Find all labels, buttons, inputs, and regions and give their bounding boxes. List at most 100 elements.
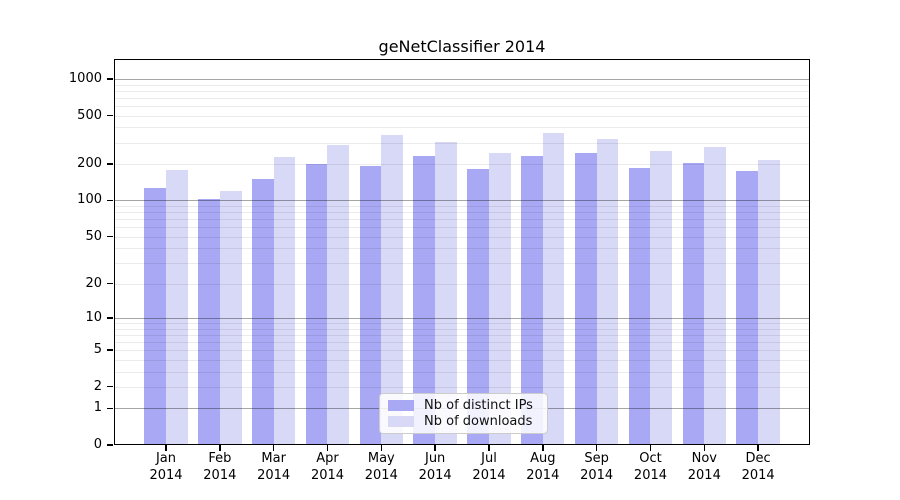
legend-label-distinct-ips: Nb of distinct IPs — [424, 398, 533, 414]
gridline-minor — [114, 359, 810, 361]
chart-title: geNetClassifier 2014 — [378, 37, 546, 56]
gridline-minor — [114, 341, 810, 343]
gridline-minor — [114, 90, 810, 92]
bar-distinct-ips — [574, 153, 597, 445]
gridline-minor — [114, 127, 810, 129]
bar-distinct-ips — [144, 187, 166, 445]
gridline-minor — [114, 386, 810, 388]
gridline-minor — [114, 142, 810, 144]
gridline-major — [114, 317, 810, 319]
x-tick-mark — [434, 445, 436, 451]
bar-distinct-ips — [467, 169, 489, 445]
legend-item-distinct-ips: Nb of distinct IPs — [388, 398, 539, 414]
chart-legend: Nb of distinct IPs Nb of downloads — [379, 393, 548, 434]
gridline-minor — [114, 263, 810, 265]
gridline-minor — [114, 205, 810, 207]
y-tick-mark — [107, 114, 113, 117]
gridline-minor — [114, 334, 810, 336]
y-tick-label: 500 — [77, 107, 102, 123]
x-tick-mark — [272, 445, 275, 451]
x-tick-label: Nov 2014 — [687, 451, 721, 483]
x-tick-label: May 2014 — [364, 451, 398, 483]
legend-label-downloads: Nb of downloads — [424, 413, 533, 429]
gridline-minor — [114, 236, 810, 238]
bar-downloads — [758, 159, 780, 445]
bar-distinct-ips — [198, 198, 220, 445]
y-tick-label: 1000 — [68, 70, 102, 86]
gridline-minor — [114, 323, 810, 324]
legend-swatch-distinct-ips — [388, 400, 414, 412]
bar-downloads — [219, 190, 242, 445]
x-tick-mark — [703, 445, 705, 451]
gridline-minor — [114, 350, 810, 352]
x-tick-mark — [380, 445, 382, 451]
bar-distinct-ips — [628, 168, 651, 445]
bar-downloads — [596, 138, 619, 445]
gridline-minor — [114, 371, 810, 373]
bar-downloads — [488, 153, 511, 445]
gridline-minor — [114, 283, 810, 285]
x-tick-mark — [326, 445, 329, 451]
x-tick-mark — [488, 445, 490, 451]
y-tick-label: 1 — [93, 400, 102, 416]
gridline-minor — [114, 115, 810, 117]
x-tick-label: Jan 2014 — [149, 451, 183, 483]
x-tick-mark — [649, 445, 652, 451]
y-tick-mark — [107, 349, 113, 351]
bar-distinct-ips — [736, 171, 759, 445]
bar-distinct-ips — [251, 179, 274, 445]
x-tick-mark — [595, 445, 598, 451]
bar-downloads — [327, 145, 350, 445]
x-tick-label: Oct 2014 — [633, 451, 668, 483]
y-tick-label: 50 — [85, 228, 102, 244]
y-tick-mark — [107, 163, 113, 165]
x-tick-mark — [542, 445, 544, 451]
legend-swatch-downloads — [388, 415, 414, 427]
bar-downloads — [704, 147, 726, 445]
y-tick-label: 100 — [77, 192, 102, 208]
y-tick-mark — [107, 317, 113, 319]
x-tick-mark — [219, 445, 221, 451]
y-tick-label: 10 — [85, 309, 102, 325]
x-tick-mark — [757, 445, 759, 451]
gridline-minor — [114, 105, 810, 107]
y-tick-label: 5 — [93, 342, 102, 358]
x-tick-label: Jul 2014 — [472, 451, 506, 483]
x-tick-label: Sep 2014 — [580, 451, 614, 483]
gridline-minor — [114, 328, 810, 330]
bar-distinct-ips — [413, 155, 436, 445]
bar-downloads — [381, 134, 403, 445]
bar-distinct-ips — [305, 164, 328, 445]
x-tick-mark — [165, 445, 167, 451]
y-tick-mark — [107, 199, 113, 202]
y-tick-mark — [107, 235, 113, 238]
y-tick-label: 200 — [77, 156, 102, 171]
gridline-minor — [114, 219, 810, 221]
x-tick-label: Mar 2014 — [257, 451, 291, 483]
bar-distinct-ips — [682, 162, 705, 445]
y-tick-mark — [107, 78, 113, 80]
x-tick-label: Dec 2014 — [741, 451, 775, 483]
y-tick-mark — [107, 282, 113, 285]
x-tick-label: Apr 2014 — [310, 451, 345, 483]
plot-area — [114, 59, 810, 445]
bar-downloads — [435, 142, 457, 445]
gridline-minor — [114, 84, 810, 86]
gridline-minor — [114, 164, 810, 165]
y-tick-label: 0 — [93, 437, 102, 452]
bar-downloads — [650, 151, 673, 445]
gridline-minor — [114, 97, 810, 99]
bar-distinct-ips — [521, 156, 543, 445]
gridline-minor — [114, 212, 810, 214]
y-tick-mark — [107, 407, 113, 409]
y-tick-mark — [107, 386, 113, 388]
gridline-minor — [114, 248, 810, 250]
bar-downloads — [166, 170, 188, 445]
y-tick-label: 20 — [85, 275, 102, 291]
legend-item-downloads: Nb of downloads — [388, 414, 539, 430]
bar-downloads — [273, 156, 296, 445]
x-tick-label: Jun 2014 — [418, 451, 452, 483]
y-tick-mark — [107, 444, 113, 446]
bar-downloads — [542, 133, 565, 445]
